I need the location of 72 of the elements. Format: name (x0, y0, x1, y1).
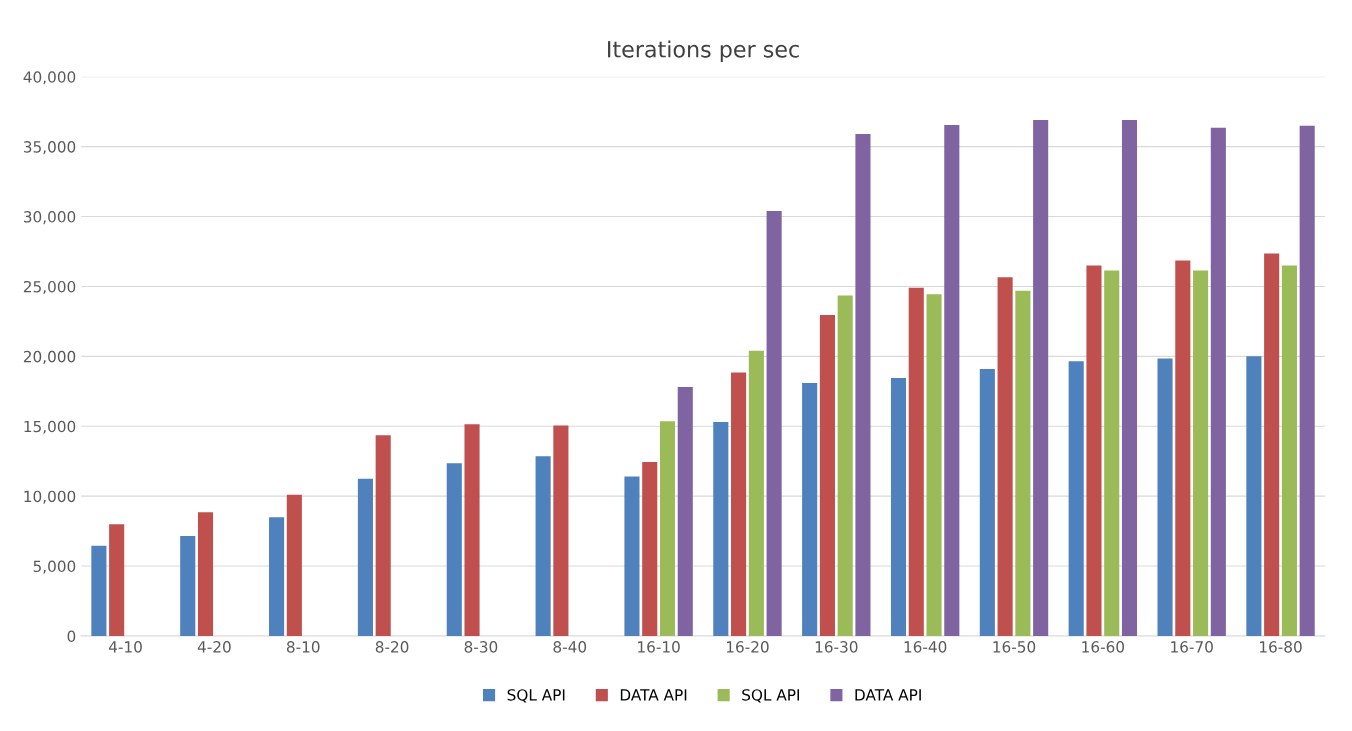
x-tick-label: 16-60 (1082, 641, 1125, 653)
bar (1157, 358, 1173, 636)
bar (1121, 120, 1138, 636)
bar (1068, 361, 1084, 636)
x-tick-label: 4-10 (108, 641, 142, 653)
legend-label: SQL API (507, 689, 565, 703)
bar (464, 424, 480, 636)
y-tick-label: 15,000 (24, 420, 76, 434)
legend-label: DATA API (620, 689, 687, 701)
x-tick-label: 4-20 (197, 641, 231, 653)
y-tick-label: 10,000 (24, 490, 76, 504)
bar (109, 524, 125, 636)
bar (819, 315, 835, 636)
legend-label: SQL API (742, 689, 799, 703)
bar (1264, 253, 1280, 636)
bar (997, 277, 1013, 636)
x-tick-label: 16-10 (638, 641, 680, 653)
bar (446, 463, 462, 636)
bar (713, 422, 729, 636)
bar (553, 425, 569, 636)
bar (91, 545, 107, 636)
bar (624, 476, 640, 636)
bar (926, 294, 942, 636)
bar (802, 382, 818, 636)
chart-title: Iterations per sec (608, 40, 799, 62)
bar (979, 368, 995, 636)
bar (731, 372, 747, 636)
y-tick-label: 25,000 (23, 280, 76, 295)
x-tick-label: 16-40 (904, 641, 947, 653)
x-tick-label: 16-30 (815, 641, 858, 653)
y-tick-label: 40,000 (23, 71, 76, 85)
x-tick-label: 8-30 (464, 641, 498, 653)
bar (1281, 265, 1297, 636)
x-tick-label: 16-70 (1171, 641, 1213, 653)
bar (375, 435, 391, 636)
bar (180, 536, 196, 636)
bar (890, 378, 907, 636)
bar (535, 456, 551, 636)
legend-label: DATA API (855, 689, 921, 701)
bar (855, 134, 871, 636)
bar (908, 287, 924, 636)
y-tick-label: 30,000 (23, 211, 76, 225)
x-tick-label: 16-20 (726, 641, 769, 653)
bar (677, 387, 693, 636)
y-tick-label: 5,000 (33, 560, 76, 574)
x-tick-label: 16-50 (993, 641, 1036, 653)
bar (837, 295, 853, 636)
bar (1086, 265, 1102, 636)
bar (1210, 127, 1226, 636)
y-tick-label: 20,000 (23, 350, 76, 364)
bar (1104, 270, 1120, 636)
bar (1015, 290, 1031, 636)
x-tick-label: 16-80 (1260, 641, 1302, 653)
bar (1299, 125, 1315, 636)
bar (286, 494, 302, 636)
y-tick-label: 0 (67, 630, 76, 642)
bar (642, 461, 658, 636)
bar (1033, 120, 1049, 636)
bar (659, 421, 676, 636)
bar (748, 350, 764, 636)
x-tick-label: 8-40 (553, 641, 587, 653)
x-tick-label: 8-10 (286, 641, 320, 653)
bar (1175, 260, 1191, 636)
bar (944, 124, 960, 636)
bar (357, 478, 373, 636)
bar (1193, 270, 1209, 636)
y-tick-label: 35,000 (23, 141, 76, 155)
bar (197, 512, 214, 636)
bar (1246, 356, 1262, 636)
x-tick-label: 8-20 (375, 641, 409, 653)
bar (766, 210, 782, 636)
bar (269, 517, 285, 636)
